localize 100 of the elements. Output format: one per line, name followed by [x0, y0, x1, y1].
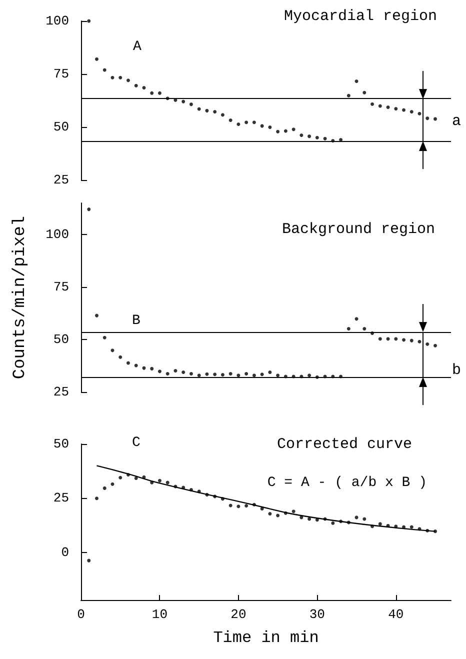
point [362, 517, 366, 521]
point [118, 476, 122, 480]
point [260, 124, 264, 128]
point [126, 361, 130, 365]
point [205, 372, 209, 376]
point [95, 496, 98, 500]
point [260, 372, 264, 376]
point [346, 327, 350, 331]
y-axis-title: Counts/min/pixel [11, 216, 30, 380]
chart-title: Corrected curve [276, 436, 412, 453]
x-tick-label: 20 [230, 607, 246, 622]
point [346, 94, 350, 98]
y-tick-label: 25 [53, 490, 69, 506]
point [102, 68, 106, 72]
y-tick-label: 25 [53, 384, 69, 400]
point [394, 524, 398, 528]
point [402, 525, 406, 529]
x-axis-title: Time in min [213, 629, 319, 647]
y-tick-label: 50 [53, 120, 69, 134]
annotation: C = A - ( a/b x B ) [267, 475, 428, 491]
point [174, 369, 178, 373]
point [434, 117, 438, 121]
point [110, 76, 114, 80]
point [213, 494, 217, 498]
point [87, 19, 91, 23]
point [315, 136, 319, 140]
point [244, 120, 248, 124]
point [134, 84, 138, 88]
point [339, 520, 343, 524]
point [268, 125, 272, 129]
annotation: C [132, 435, 140, 451]
x-tick-label: 30 [309, 607, 325, 622]
point [252, 120, 256, 124]
point [426, 342, 430, 346]
point [276, 514, 280, 518]
point [95, 314, 98, 318]
point [346, 520, 350, 524]
point [308, 134, 312, 138]
point [402, 338, 406, 342]
point [402, 108, 406, 112]
point [236, 122, 240, 126]
point [300, 516, 304, 520]
point [118, 76, 122, 80]
point [150, 91, 154, 95]
point [142, 86, 146, 90]
point [378, 522, 382, 526]
point [426, 116, 430, 120]
point [197, 490, 201, 494]
y-tick-label: 0 [61, 544, 69, 560]
y-tick-label: 25 [53, 172, 69, 188]
point [410, 525, 414, 529]
point [362, 327, 366, 331]
point [331, 521, 335, 525]
point [292, 128, 296, 132]
point [189, 488, 193, 492]
point [95, 57, 98, 61]
point [268, 512, 272, 516]
point [182, 486, 186, 490]
point [354, 317, 358, 321]
point [220, 113, 224, 117]
point [418, 340, 422, 344]
point [276, 374, 280, 378]
point [182, 100, 186, 104]
point [434, 344, 438, 348]
y-tick-label: 50 [53, 436, 69, 452]
point [252, 374, 256, 378]
y-tick-label: 100 [46, 14, 69, 28]
point [142, 475, 146, 479]
point [220, 373, 224, 377]
annotation: A [133, 39, 142, 55]
point [189, 102, 193, 106]
point [252, 502, 256, 506]
point [220, 497, 224, 501]
point [228, 372, 232, 376]
point [205, 108, 209, 112]
point [370, 102, 374, 106]
point [323, 136, 327, 140]
point [260, 507, 264, 511]
point [213, 372, 217, 376]
y-tick-label: 75 [53, 280, 69, 294]
point [236, 504, 240, 508]
point [118, 355, 122, 359]
point [378, 337, 382, 341]
point [87, 208, 91, 212]
point [276, 130, 280, 134]
point [197, 107, 201, 111]
point [426, 528, 430, 532]
x-tick-label: 0 [77, 607, 85, 622]
text: Background region [282, 221, 436, 238]
point [284, 511, 288, 515]
point [418, 112, 422, 116]
point [394, 107, 398, 111]
point [244, 504, 248, 508]
point [410, 110, 414, 114]
point [394, 337, 398, 341]
text: b [452, 362, 462, 379]
point [386, 337, 390, 341]
point [228, 504, 232, 508]
point [126, 78, 130, 82]
point [102, 486, 106, 490]
